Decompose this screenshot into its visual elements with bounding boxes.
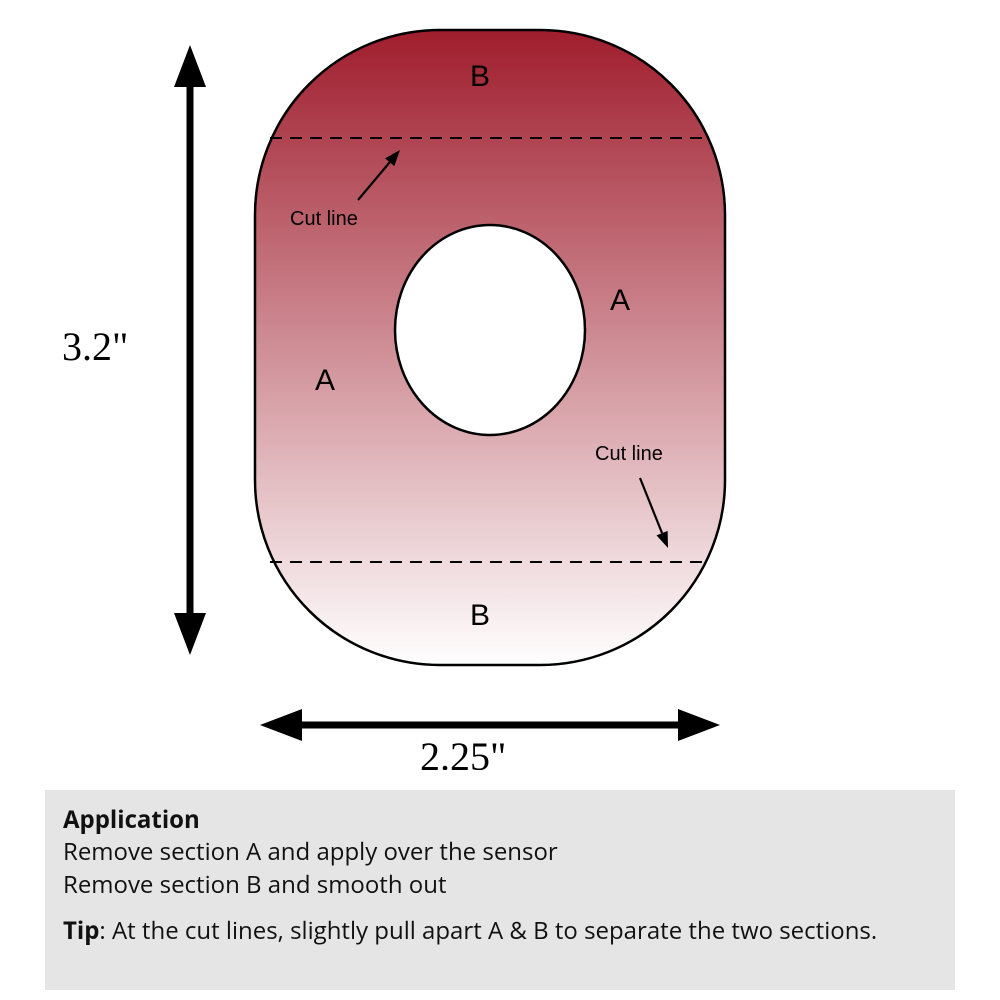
instruction-line-1: Remove section A and apply over the sens…	[63, 836, 937, 868]
svg-text:2.25": 2.25"	[420, 734, 506, 770]
instruction-line-2: Remove section B and smooth out	[63, 869, 937, 901]
svg-text:3.2": 3.2"	[62, 324, 128, 369]
svg-text:Cut line: Cut line	[595, 443, 663, 465]
svg-text:A: A	[610, 284, 630, 317]
svg-text:B: B	[470, 60, 490, 93]
svg-text:A: A	[315, 364, 335, 397]
instruction-tip: Tip: At the cut lines, slightly pull apa…	[63, 915, 937, 947]
tip-text: : At the cut lines, slightly pull apart …	[99, 914, 877, 947]
patch-diagram: B B A A Cut line Cut line 3.2" 2.25"	[0, 0, 1000, 770]
instructions-heading: Application	[63, 803, 200, 836]
page: B B A A Cut line Cut line 3.2" 2.25" Applicatio…	[0, 0, 1000, 1000]
svg-text:B: B	[470, 599, 490, 632]
svg-text:Cut line: Cut line	[290, 208, 358, 230]
tip-label: Tip	[63, 914, 99, 947]
instructions-panel: Application Remove section A and apply o…	[45, 790, 955, 990]
